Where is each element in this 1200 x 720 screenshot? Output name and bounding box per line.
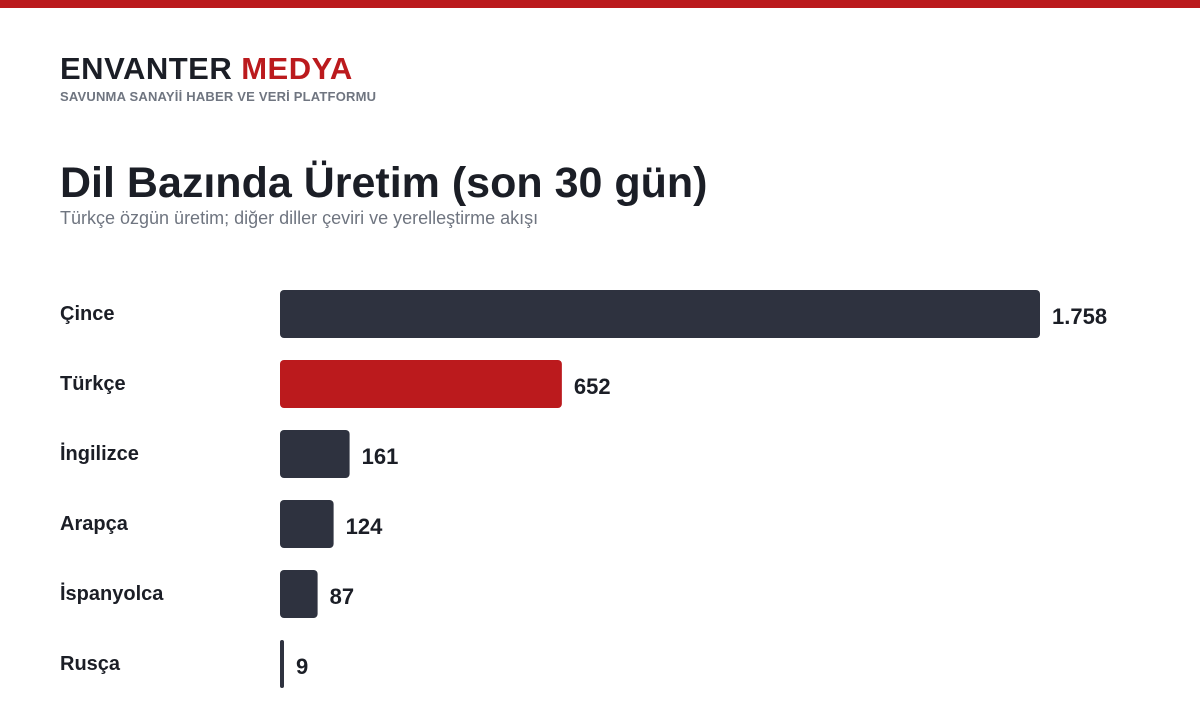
value-label: 87	[330, 584, 354, 609]
value-label: 652	[574, 374, 611, 399]
value-label: 1.758	[1052, 304, 1107, 329]
bar	[280, 500, 334, 548]
category-label: İspanyolca	[60, 582, 164, 605]
bar	[280, 360, 562, 408]
chart-subtitle: Türkçe özgün üretim; diğer diller çeviri…	[60, 208, 539, 228]
chart-title: Dil Bazında Üretim (son 30 gün)	[60, 159, 708, 207]
bar	[280, 290, 1040, 338]
category-label: Rusça	[60, 653, 121, 675]
category-label: İngilizce	[60, 442, 139, 465]
bar	[280, 430, 350, 478]
brand-name: ENVANTER	[60, 51, 233, 86]
top-accent-stripe	[0, 0, 1200, 8]
category-label: Çince	[60, 303, 114, 325]
category-label: Arapça	[60, 513, 129, 535]
brand-tagline: SAVUNMA SANAYİİ HABER VE VERİ PLATFORMU	[60, 89, 377, 104]
category-label: Türkçe	[60, 373, 126, 395]
value-label: 161	[362, 444, 399, 469]
brand-logo: ENVANTER MEDYA	[60, 52, 353, 86]
bar	[280, 640, 284, 688]
value-label: 124	[346, 514, 383, 539]
brand-accent: MEDYA	[241, 51, 353, 86]
value-label: 9	[296, 654, 308, 679]
bar-chart: Çince 1.758 Türkçe 652 İngilizce 161 Arapça 124…	[60, 290, 1107, 688]
bar	[280, 570, 318, 618]
